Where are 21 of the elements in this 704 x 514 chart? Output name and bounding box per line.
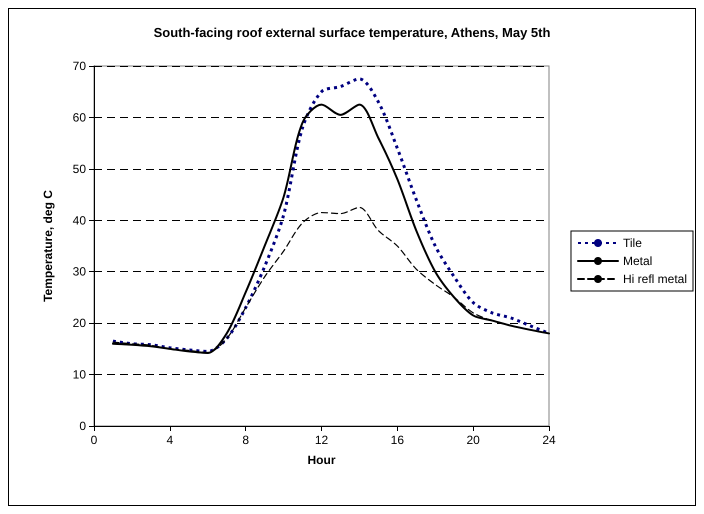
y-tick-label: 10 [72,368,86,382]
x-tick-label: 4 [166,433,174,447]
x-axis-title: Hour [308,453,336,467]
x-tick-label: 24 [542,433,556,447]
x-tick-label: 0 [90,433,98,447]
y-tick-label: 50 [72,162,86,176]
chart-title: South-facing roof external surface temperature, Athens, May 5th [154,25,550,40]
legend-label: Metal [622,254,652,268]
y-tick-label: 60 [72,110,86,124]
y-tick-label: 70 [72,59,86,73]
legend-label: Hi refl metal [622,272,687,286]
x-tick-label: 20 [466,433,480,447]
x-tick-label: 12 [314,433,328,447]
y-axis-title: Temperature, deg C [41,190,55,302]
legend-label: Tile [622,236,642,250]
x-tick-label: 16 [390,433,404,447]
y-tick-label: 40 [72,213,86,228]
y-tick-label: 30 [72,264,86,279]
x-tick-label: 8 [242,433,250,447]
y-tick-label: 20 [72,316,86,330]
y-tick-label: 0 [79,419,86,433]
